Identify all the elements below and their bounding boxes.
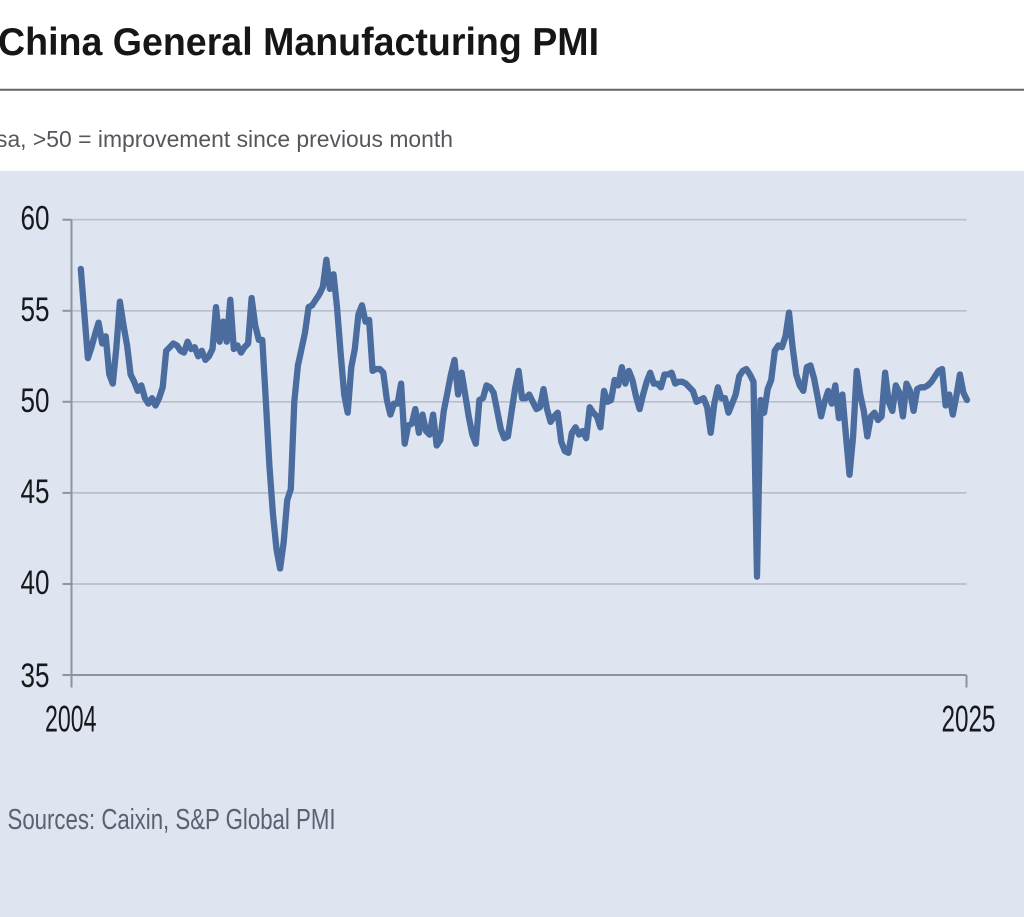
svg-text:50: 50: [21, 382, 50, 420]
svg-text:Sources: Caixin, S&P Global PM: Sources: Caixin, S&P Global PMI: [8, 804, 336, 836]
svg-text:35: 35: [21, 657, 50, 695]
svg-text:55: 55: [21, 291, 50, 329]
svg-text:40: 40: [21, 564, 50, 602]
svg-text:sa, >50 = improvement since pr: sa, >50 = improvement since previous mon…: [0, 126, 453, 152]
svg-text:China General Manufacturing PM: China General Manufacturing PMI: [0, 21, 599, 64]
svg-text:2025: 2025: [942, 698, 996, 739]
svg-text:45: 45: [21, 473, 50, 511]
svg-text:2004: 2004: [45, 698, 97, 739]
svg-text:60: 60: [21, 200, 50, 238]
